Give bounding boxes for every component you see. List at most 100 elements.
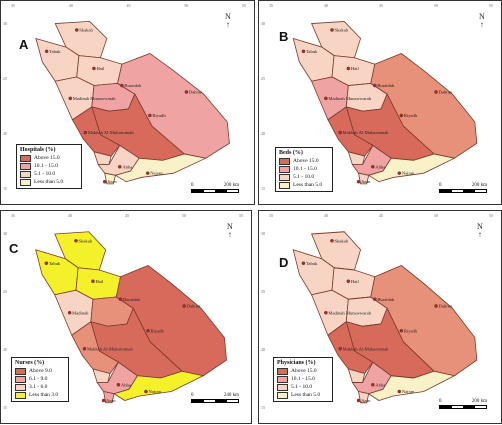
city-label: Najran xyxy=(402,389,415,394)
city-label: Jizan xyxy=(361,398,371,403)
city-marker-icon xyxy=(330,238,334,243)
city-marker-icon xyxy=(346,279,351,284)
city-label: Buraidah xyxy=(377,83,395,88)
legend-swatch xyxy=(15,391,26,399)
city-label: Madinah xyxy=(72,310,89,315)
city-label: Jizan xyxy=(107,179,117,184)
latitude-tick: 15 xyxy=(261,405,265,410)
legend-item: Less than 5.0 xyxy=(20,178,78,186)
latitude-tick: 20 xyxy=(3,131,7,136)
legend-item: Above 15.0 xyxy=(20,154,78,162)
legend-item: 10.1 - 15.0 xyxy=(277,375,329,383)
city-marker-icon xyxy=(146,329,150,333)
legend-item: Above 9.0 xyxy=(15,367,65,375)
longitude-tick: 55 xyxy=(489,3,493,8)
region-jizan xyxy=(104,172,116,185)
city-marker-icon xyxy=(397,389,402,394)
longitude-tick: 55 xyxy=(489,213,493,218)
city-marker-icon xyxy=(68,96,73,101)
region-makkah xyxy=(71,106,121,157)
longitude-tick: 40 xyxy=(324,3,328,8)
city-label: Abha xyxy=(375,164,385,169)
longitude-tick: 45 xyxy=(379,3,383,8)
longitude-tick: 40 xyxy=(69,3,73,8)
longitude-tick: 40 xyxy=(68,213,72,218)
city-marker-icon xyxy=(82,346,87,351)
city-marker-icon xyxy=(116,382,121,387)
legend-swatch xyxy=(277,391,288,399)
legend-swatch xyxy=(277,367,288,375)
city-marker-icon xyxy=(356,398,361,403)
city-marker-icon xyxy=(44,261,49,266)
city-label: Riyadh xyxy=(151,328,165,333)
city-label: Skakah xyxy=(79,238,93,243)
north-arrow-icon: N ↑ xyxy=(479,12,485,29)
longitude-tick: 50 xyxy=(184,3,188,8)
longitude-tick: 50 xyxy=(434,3,438,8)
legend-swatch xyxy=(277,383,288,391)
city-marker-icon xyxy=(356,179,361,184)
city-marker-icon xyxy=(74,238,78,243)
city-label: Skakah xyxy=(335,27,349,32)
latitude-tick: 30 xyxy=(3,231,7,236)
legend-swatch xyxy=(279,181,290,189)
city-marker-icon xyxy=(182,304,186,308)
latitude-tick: 30 xyxy=(261,21,265,26)
scale-bar: 0 200 km xyxy=(439,399,487,409)
city-marker-icon xyxy=(434,90,438,94)
region-east xyxy=(370,53,478,159)
city-label: Riyadh xyxy=(404,328,418,333)
city-label: Makkah Al-Mukarramah xyxy=(343,130,389,135)
latitude-tick: 30 xyxy=(3,21,7,26)
city-marker-icon xyxy=(92,66,96,71)
latitude-tick: 20 xyxy=(3,347,7,352)
latitude-tick: 20 xyxy=(261,347,265,352)
legend-item: Less than 5.0 xyxy=(279,181,329,189)
city-marker-icon xyxy=(75,28,79,32)
city-marker-icon xyxy=(145,171,150,175)
city-label: Buraidah xyxy=(123,297,141,302)
city-label: Madinah Munawwarah xyxy=(73,96,116,101)
city-marker-icon xyxy=(373,297,377,302)
legend-item: Less than 3.0 xyxy=(15,391,65,399)
longitude-tick: 45 xyxy=(125,213,129,218)
city-label: Riyadh xyxy=(404,113,418,118)
city-label: Skakah xyxy=(79,27,93,32)
legend-title: Beds (%) xyxy=(279,150,303,156)
longitude-tick: 35 xyxy=(269,3,273,8)
longitude-tick: 45 xyxy=(127,3,131,8)
city-label: Tabuk xyxy=(49,49,61,54)
city-label: Skakah xyxy=(335,238,349,243)
legend-swatch xyxy=(20,178,31,186)
longitude-tick: 50 xyxy=(182,213,186,218)
region-makkah xyxy=(327,321,374,374)
city-label: Hail xyxy=(351,66,360,71)
longitude-tick: 35 xyxy=(269,213,273,218)
latitude-tick: 30 xyxy=(261,231,265,236)
city-label: Hail xyxy=(95,279,104,284)
city-label: Hail xyxy=(96,66,105,71)
region-najran xyxy=(113,370,205,401)
city-label: Makkah Al-Mukarramah xyxy=(343,346,389,351)
scale-bar: 0 200 km xyxy=(191,183,239,193)
latitude-tick: 25 xyxy=(3,76,7,81)
legend-item: 10.1 - 15.0 xyxy=(20,162,78,170)
longitude-tick: 35 xyxy=(11,3,15,8)
city-label: Abha xyxy=(121,382,131,387)
city-label: Madinah Munawwarah xyxy=(328,310,371,315)
city-marker-icon xyxy=(371,165,375,169)
city-marker-icon xyxy=(338,346,342,351)
legend-title: Hospitals (%) xyxy=(20,147,56,153)
region-najran xyxy=(367,153,456,183)
legend-swatch xyxy=(15,383,26,391)
city-marker-icon xyxy=(184,90,189,94)
longitude-tick: 40 xyxy=(324,213,328,218)
region-jizan xyxy=(358,390,370,404)
legend-swatch xyxy=(279,173,290,181)
north-arrow-icon: N ↑ xyxy=(227,222,233,239)
city-marker-icon xyxy=(373,83,377,88)
city-marker-icon xyxy=(101,398,106,403)
region-makkah xyxy=(327,106,374,157)
city-marker-icon xyxy=(83,130,88,135)
city-label: Jizan xyxy=(361,179,371,184)
